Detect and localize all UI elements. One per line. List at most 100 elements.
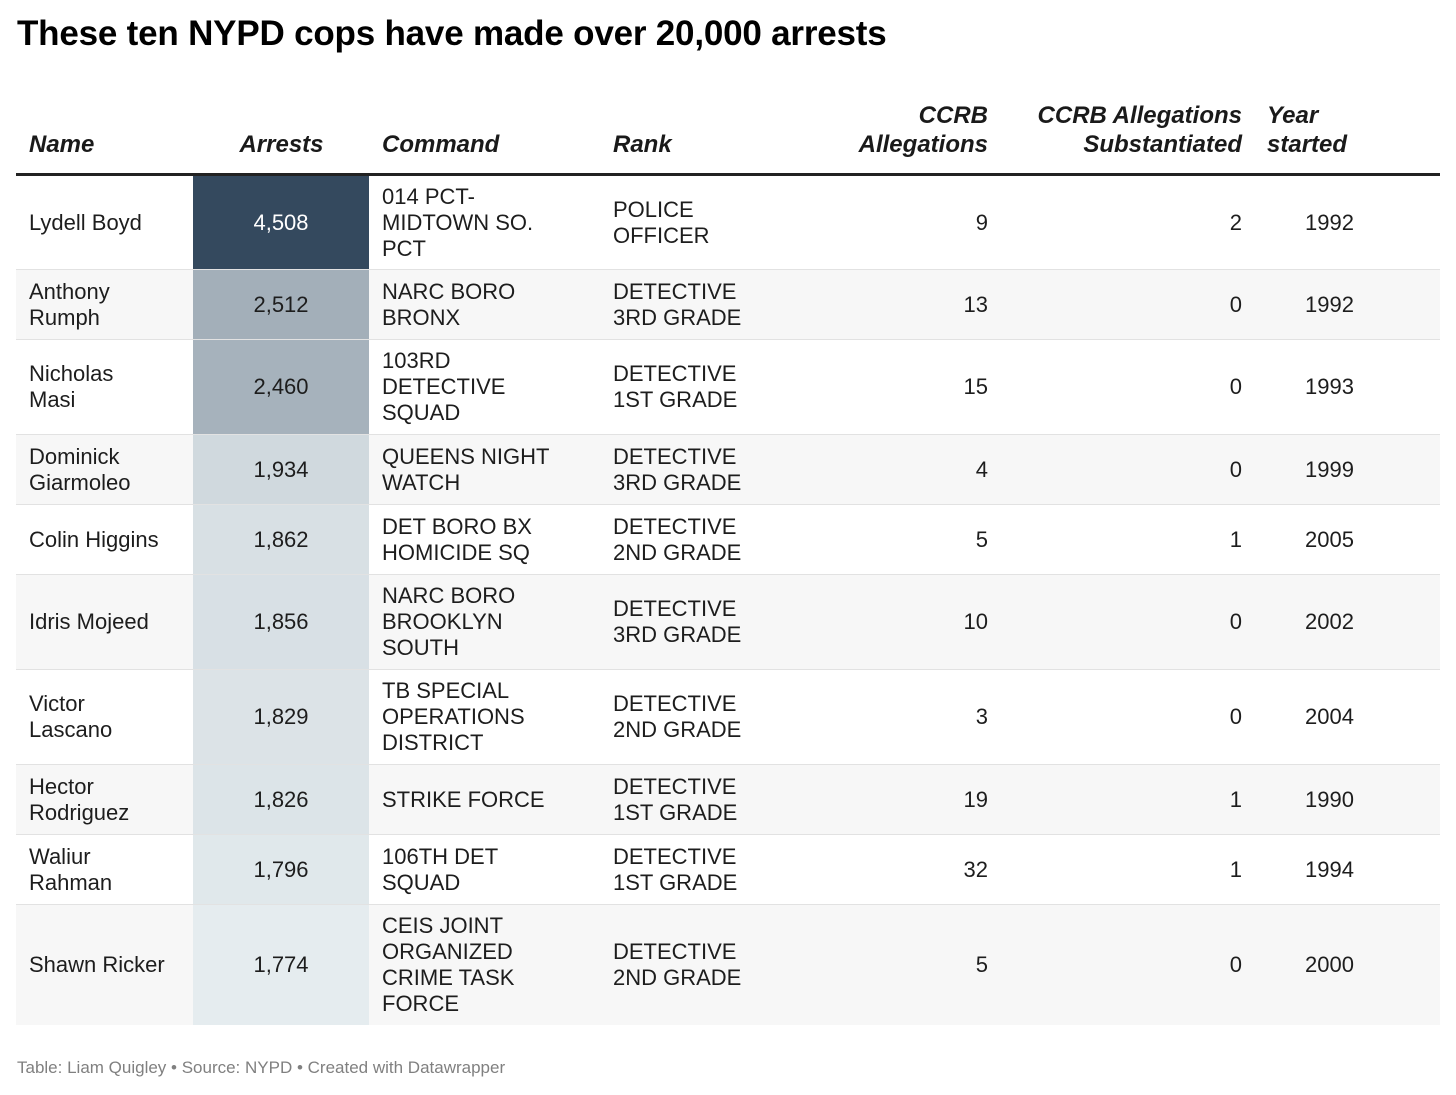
name-line: Colin Higgins xyxy=(29,526,159,552)
table-header-row: Name Arrests Command Rank CCRB Allegation… xyxy=(16,94,1440,176)
command-line: DETECTIVE xyxy=(382,374,506,399)
cell-year-started: 2005 xyxy=(1254,504,1440,575)
rank-line: OFFICER xyxy=(613,222,710,248)
cell-arrests: 2,512 xyxy=(193,269,369,340)
cell-year-started: 1992 xyxy=(1254,174,1440,270)
arrests-table: Name Arrests Command Rank CCRB Allegation… xyxy=(16,94,1440,1025)
cell-ccrb-allegations: 19 xyxy=(800,764,1000,835)
cell-rank: DETECTIVE 3RD GRADE xyxy=(600,269,800,340)
header-text-line: Rank xyxy=(613,131,672,158)
rank-line: DETECTIVE xyxy=(613,938,737,964)
command-line: DISTRICT xyxy=(382,730,484,755)
command-line: 103RD xyxy=(382,348,451,373)
rank-line: POLICE xyxy=(613,196,694,222)
rank-line: DETECTIVE xyxy=(613,361,737,386)
cell-year-started: 2004 xyxy=(1254,669,1440,765)
table-row: Colin Higgins 1,862 DET BORO BX HOMICIDE SQ… xyxy=(16,504,1440,575)
cell-name: Nicholas Masi xyxy=(16,339,193,435)
table-row: Waliur Rahman 1,796 106TH DET SQUAD DETECTIVE… xyxy=(16,834,1440,905)
header-text-line: Substantiated xyxy=(1083,131,1242,158)
cell-command: NARC BORO BROOKLYN SOUTH xyxy=(369,574,600,670)
command-line: 014 PCT- xyxy=(382,183,475,209)
cell-ccrb-allegations: 15 xyxy=(800,339,1000,435)
header-rank[interactable]: Rank xyxy=(600,94,800,176)
rank-line: 3RD GRADE xyxy=(613,469,742,495)
header-name[interactable]: Name xyxy=(16,94,193,176)
rank-line: DETECTIVE xyxy=(613,278,737,304)
command-line: CEIS JOINT xyxy=(382,912,504,938)
cell-command: STRIKE FORCE xyxy=(369,764,600,835)
cell-rank: DETECTIVE 3RD GRADE xyxy=(600,574,800,670)
cell-rank: DETECTIVE 2ND GRADE xyxy=(600,504,800,575)
cell-rank: DETECTIVE 1ST GRADE xyxy=(600,764,800,835)
cell-ccrb-substantiated: 0 xyxy=(1000,339,1254,435)
cell-ccrb-allegations: 13 xyxy=(800,269,1000,340)
cell-year-started: 1999 xyxy=(1254,434,1440,505)
cell-ccrb-substantiated: 0 xyxy=(1000,269,1254,340)
command-line: NARC BORO xyxy=(382,583,516,608)
cell-arrests: 1,829 xyxy=(193,669,369,765)
cell-arrests: 2,460 xyxy=(193,339,369,435)
cell-year-started: 1993 xyxy=(1254,339,1440,435)
cell-year-started: 2002 xyxy=(1254,574,1440,670)
header-text-line: Year xyxy=(1267,102,1319,129)
table-row: Nicholas Masi 2,460 103RD DETECTIVE SQUAD DETE… xyxy=(16,339,1440,435)
cell-arrests: 1,796 xyxy=(193,834,369,905)
command-line: SQUAD xyxy=(382,869,461,895)
rank-line: DETECTIVE xyxy=(613,691,737,716)
command-line: 106TH DET xyxy=(382,843,499,869)
cell-ccrb-allegations: 9 xyxy=(800,174,1000,270)
header-arrests[interactable]: Arrests xyxy=(193,94,369,176)
header-ccrb-allegations[interactable]: CCRB Allegations xyxy=(800,94,1000,176)
name-line: Victor xyxy=(29,691,85,716)
command-line: WATCH xyxy=(382,469,461,495)
rank-line: 3RD GRADE xyxy=(613,304,742,330)
header-command[interactable]: Command xyxy=(369,94,600,176)
table-row: Dominick Giarmoleo 1,934 QUEENS NIGHT WATCH D… xyxy=(16,434,1440,505)
name-line: Hector xyxy=(29,773,94,799)
cell-name: Lydell Boyd xyxy=(16,174,193,270)
cell-command: DET BORO BX HOMICIDE SQ xyxy=(369,504,600,575)
cell-command: NARC BORO BRONX xyxy=(369,269,600,340)
chart-title: These ten NYPD cops have made over 20,00… xyxy=(17,14,887,53)
cell-arrests: 4,508 xyxy=(193,174,369,270)
rank-line: 3RD GRADE xyxy=(613,622,742,647)
cell-ccrb-substantiated: 0 xyxy=(1000,669,1254,765)
cell-arrests: 1,774 xyxy=(193,904,369,1025)
table-row: Lydell Boyd 4,508 014 PCT- MIDTOWN SO. PCT PO… xyxy=(16,174,1440,270)
command-line: OPERATIONS xyxy=(382,704,525,729)
header-year-started[interactable]: Year started xyxy=(1254,94,1440,176)
header-text-line: Name xyxy=(29,131,95,158)
command-line: BRONX xyxy=(382,304,461,330)
cell-ccrb-substantiated: 0 xyxy=(1000,434,1254,505)
header-ccrb-substantiated[interactable]: CCRB Allegations Substantiated xyxy=(1000,94,1254,176)
cell-command: TB SPECIAL OPERATIONS DISTRICT xyxy=(369,669,600,765)
header-text-line: CCRB xyxy=(918,102,988,129)
rank-line: 1ST GRADE xyxy=(613,387,738,412)
rank-line: 2ND GRADE xyxy=(613,964,742,990)
table-row: Shawn Ricker 1,774 CEIS JOINT ORGANIZED CRIM… xyxy=(16,904,1440,1025)
name-line: Nicholas xyxy=(29,361,114,386)
command-line: STRIKE FORCE xyxy=(382,786,545,812)
cell-name: Dominick Giarmoleo xyxy=(16,434,193,505)
cell-ccrb-allegations: 5 xyxy=(800,904,1000,1025)
table-row: Hector Rodriguez 1,826 STRIKE FORCE DETECTIV… xyxy=(16,764,1440,835)
cell-name: Shawn Ricker xyxy=(16,904,193,1025)
name-line: Waliur xyxy=(29,843,91,869)
table-body: Lydell Boyd 4,508 014 PCT- MIDTOWN SO. PCT PO… xyxy=(16,174,1440,1025)
cell-rank: DETECTIVE 2ND GRADE xyxy=(600,669,800,765)
name-line: Giarmoleo xyxy=(29,469,131,495)
command-line: SOUTH xyxy=(382,635,459,660)
cell-ccrb-allegations: 3 xyxy=(800,669,1000,765)
cell-rank: POLICE OFFICER xyxy=(600,174,800,270)
rank-line: DETECTIVE xyxy=(613,773,737,799)
header-text-line: Allegations xyxy=(858,131,988,158)
name-line: Lascano xyxy=(29,717,113,742)
command-line: NARC BORO xyxy=(382,278,516,304)
cell-ccrb-substantiated: 1 xyxy=(1000,834,1254,905)
name-line: Rumph xyxy=(29,304,100,330)
header-text-line: CCRB Allegations xyxy=(1037,102,1242,129)
footer-credit: Table: Liam Quigley • Source: NYPD • Cre… xyxy=(17,1058,506,1077)
cell-ccrb-substantiated: 1 xyxy=(1000,504,1254,575)
command-line: TB SPECIAL xyxy=(382,678,510,703)
